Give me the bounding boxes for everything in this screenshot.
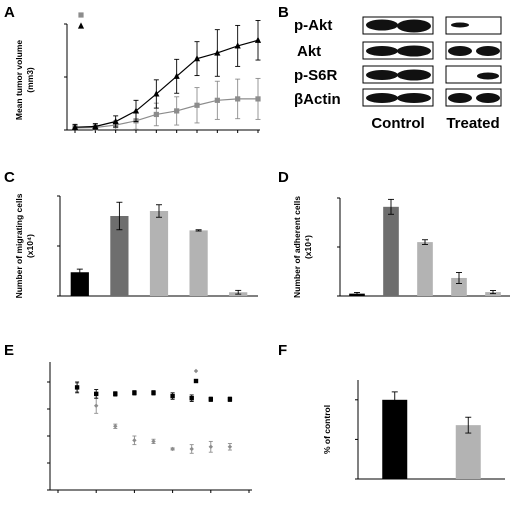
y-axis-label: % of control (322, 405, 332, 454)
data-point (194, 102, 200, 108)
data-point (77, 22, 85, 29)
blot-band (366, 46, 398, 56)
bar (110, 216, 129, 296)
panel-label-b: B (278, 4, 289, 21)
blot-band (366, 19, 398, 31)
blot-row-label: p-Akt (294, 17, 332, 34)
data-point (214, 97, 220, 103)
data-point (208, 444, 213, 449)
y-axis-label: Mean tumor volume(mm3) (14, 40, 35, 121)
bar (451, 277, 467, 296)
blot-band (397, 45, 431, 57)
blot-band (366, 93, 398, 103)
data-point (235, 96, 241, 102)
y-axis-label-line: Number of adherent cells (292, 196, 302, 298)
chart-f-percent-control: % of control (322, 380, 505, 480)
data-point (208, 397, 213, 402)
data-point (193, 55, 201, 62)
y-axis-label-line: (x10⁴) (25, 234, 35, 258)
data-point (153, 111, 159, 118)
panel-label-f: F (278, 342, 287, 359)
bar (382, 399, 408, 479)
y-axis-label: Number of migrating cells(x10⁴) (14, 193, 35, 298)
y-axis-label-line: Mean tumor volume (14, 40, 24, 121)
blot-box (445, 16, 502, 35)
bar (417, 242, 433, 296)
series-line (74, 39, 259, 128)
data-point (94, 391, 99, 397)
blot-band (397, 69, 431, 81)
data-point (227, 444, 233, 449)
data-point (214, 49, 221, 56)
bar (189, 230, 208, 296)
data-point (254, 36, 262, 43)
data-point (112, 117, 119, 125)
data-point (132, 438, 137, 443)
data-point (173, 72, 180, 79)
data-point (94, 403, 99, 408)
blot-row-label: p-S6R (294, 67, 338, 84)
bar (383, 206, 399, 296)
blot-band (448, 46, 472, 56)
blot-band (397, 93, 431, 103)
blot-band (451, 22, 469, 28)
blot-row-label: βActin (294, 91, 341, 108)
y-axis-label-line: (x10⁴) (303, 235, 313, 259)
data-point (193, 378, 199, 384)
panel-label-e: E (4, 342, 14, 359)
bar (149, 211, 169, 296)
data-point (170, 393, 175, 399)
blot-group-label: Treated (446, 115, 499, 132)
data-point (151, 439, 156, 444)
blot-band (476, 46, 500, 56)
panel-label-a: A (4, 4, 15, 21)
blot-band (448, 93, 472, 103)
data-point (189, 446, 194, 452)
data-point (153, 90, 160, 97)
y-axis-label-line: (mm3) (25, 67, 35, 93)
data-point (234, 42, 241, 49)
blot-band (477, 72, 499, 80)
data-point (132, 390, 137, 395)
data-point (189, 396, 194, 401)
data-point (174, 108, 180, 114)
data-point (193, 368, 199, 374)
data-point (132, 107, 140, 114)
y-axis-label: Number of adherent cells(x10⁴) (292, 196, 313, 298)
data-point (113, 424, 118, 429)
panel-label-d: D (278, 169, 289, 186)
bar (455, 425, 481, 479)
chart-c-migration: Number of migrating cells(x10⁴) (14, 193, 258, 298)
western-blot-panel: p-Akt Akt p-S6R βActin Control Treated (294, 16, 502, 132)
y-axis-label-line: Number of migrating cells (14, 193, 24, 298)
blot-band (397, 19, 431, 33)
data-point (71, 123, 79, 130)
blot-group-label: Control (371, 115, 424, 132)
chart-a-tumor-volume: Mean tumor volume(mm3) (14, 12, 262, 133)
data-point (255, 96, 261, 102)
panel-label-c: C (4, 169, 15, 186)
chart-d-adhesion: Number of adherent cells(x10⁴) (292, 196, 510, 298)
data-point (92, 122, 99, 130)
data-point (170, 446, 175, 452)
data-point (113, 391, 118, 397)
bar (70, 272, 89, 296)
series-line (74, 98, 258, 129)
y-axis-label-line: % of control (322, 405, 332, 454)
data-point (78, 12, 84, 18)
data-point (74, 385, 80, 390)
blot-band (366, 70, 398, 80)
data-point (227, 397, 233, 402)
blot-row-label: Akt (297, 43, 321, 60)
chart-e-cell-count (47, 362, 252, 493)
data-point (151, 390, 156, 395)
blot-band (476, 93, 500, 103)
